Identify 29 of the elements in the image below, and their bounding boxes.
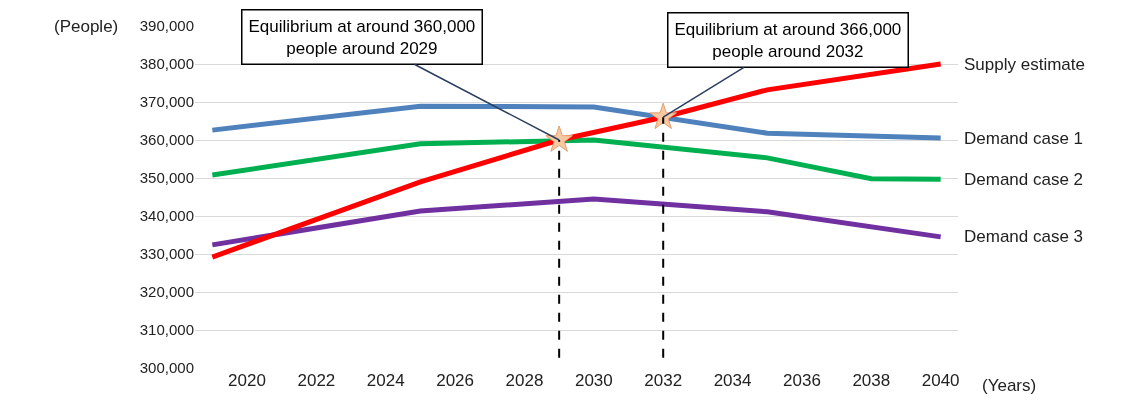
x-tick-label: 2038 [852,371,891,390]
y-axis-title: (People) [54,17,119,36]
x-tick-label: 2028 [505,371,544,390]
x-tick-label: 2030 [574,371,613,390]
x-tick-label: 2022 [297,371,336,390]
x-tick-label: 2036 [783,371,821,390]
series-label: Demand case 2 [964,170,1084,189]
x-tick-label: 2024 [366,371,405,390]
series-label: Demand case 3 [964,227,1084,246]
y-tick-label: 350,000 [139,169,194,187]
x-tick-label: 2040 [921,371,960,390]
annotation: Equilibrium at around 366,000 people around 2032 [674,19,902,61]
y-tick-label: 330,000 [139,245,194,263]
annotation: Equilibrium at around 360,000 people around 2029 [248,16,476,58]
y-tick-label: 340,000 [139,207,194,225]
series-label: Demand case 1 [964,129,1084,148]
x-tick-label: 2034 [713,371,752,390]
y-tick-label: 310,000 [139,321,194,339]
y-tick-label: 320,000 [139,283,194,301]
x-axis-title: (Years) [982,376,1037,395]
y-tick-label: 360,000 [139,131,194,149]
x-tick-label: 2026 [436,371,475,390]
x-tick-label: 2020 [228,371,266,390]
y-tick-label: 390,000 [139,17,194,35]
y-tick-label: 380,000 [139,55,194,73]
y-tick-label: 300,000 [139,359,194,377]
y-tick-label: 370,000 [139,93,194,111]
series-label: Supply estimate [964,55,1085,74]
x-tick-label: 2032 [644,371,683,390]
